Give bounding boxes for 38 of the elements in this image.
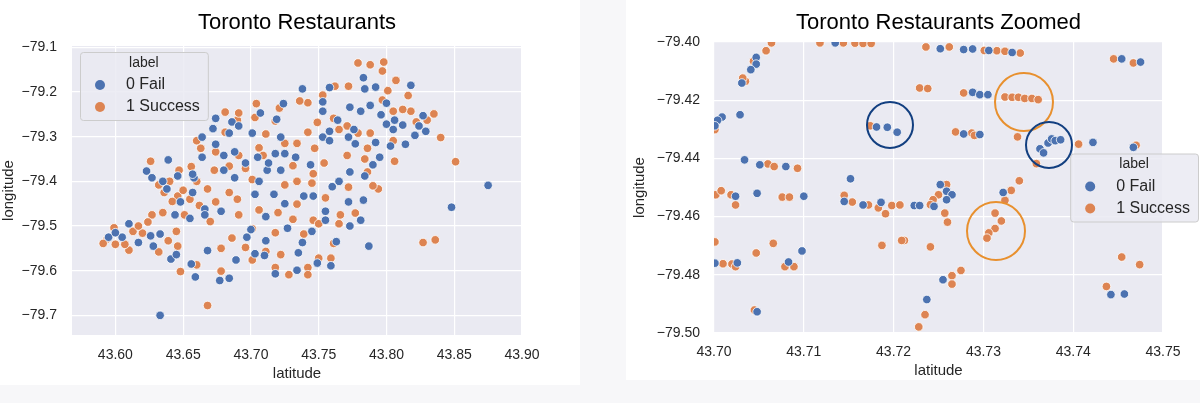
y-axis-title: longitude — [0, 160, 17, 221]
y-tick-label: −79.2 — [21, 82, 58, 99]
y-tick-label: −79.4 — [21, 172, 58, 189]
x-tick-label: 43.80 — [368, 346, 405, 363]
x-tick-label: 43.73 — [965, 343, 1002, 360]
x-tick-label: 43.90 — [504, 346, 540, 363]
legend-title: label — [129, 53, 159, 70]
x-tick-label: 43.70 — [233, 346, 269, 363]
x-tick-label: 43.71 — [786, 343, 822, 360]
y-tick-label: −79.7 — [21, 306, 58, 323]
x-tick-label: 43.60 — [97, 346, 134, 363]
legend-title: label — [1119, 155, 1149, 172]
y-tick-label: −79.3 — [21, 127, 58, 144]
x-tick-label: 43.72 — [876, 343, 912, 360]
legend-label: 0 Fail — [1116, 176, 1156, 194]
x-tick-label: 43.75 — [1145, 343, 1181, 360]
y-tick-label: −79.40 — [656, 32, 701, 49]
x-axis-title: latitude — [914, 361, 963, 379]
legend-label: 0 Fail — [126, 75, 166, 93]
y-tick-label: −79.44 — [656, 149, 701, 166]
y-tick-label: −79.5 — [21, 216, 58, 233]
x-tick-label: 43.74 — [1055, 343, 1091, 360]
x-tick-label: 43.70 — [696, 343, 732, 360]
y-tick-label: −79.48 — [656, 265, 701, 282]
y-tick-label: −79.6 — [21, 261, 58, 278]
legend-label: 1 Success — [126, 97, 200, 115]
chart-title: Toronto Restaurants — [197, 9, 397, 35]
x-tick-label: 43.75 — [301, 346, 337, 363]
y-tick-label: −79.1 — [21, 38, 58, 55]
chart-title: Toronto Restaurants Zoomed — [796, 9, 1081, 35]
x-axis-title: latitude — [272, 364, 322, 382]
legend-label: 1 Success — [1116, 198, 1190, 216]
y-tick-label: −79.42 — [656, 91, 701, 108]
y-axis-title: longitude — [630, 157, 648, 218]
y-tick-label: −79.50 — [656, 323, 701, 340]
x-tick-label: 43.85 — [436, 346, 472, 363]
y-tick-label: −79.46 — [656, 207, 701, 224]
x-tick-label: 43.65 — [165, 346, 201, 363]
